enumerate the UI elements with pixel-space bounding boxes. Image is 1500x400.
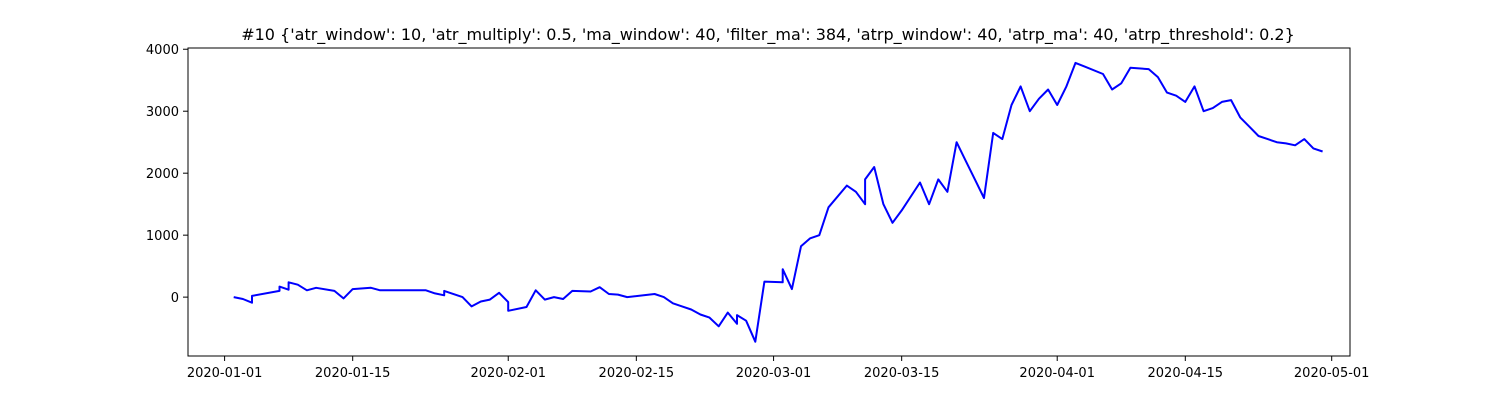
x-tick-label: 2020-03-15 — [864, 366, 940, 381]
y-tick-label: 4000 — [146, 43, 179, 58]
x-tick-label: 2020-02-01 — [470, 366, 546, 381]
x-tick-label: 2020-03-01 — [736, 366, 812, 381]
chart-title: #10 {'atr_window': 10, 'atr_multiply': 0… — [241, 25, 1295, 45]
x-tick-label: 2020-05-01 — [1294, 366, 1370, 381]
y-tick-label: 0 — [171, 291, 179, 306]
y-tick-label: 1000 — [146, 229, 179, 244]
axes: 2020-01-01 2020-01-15 2020-02-01 2020-02-15… — [146, 43, 1370, 381]
y-tick-label: 2000 — [146, 167, 179, 182]
x-tick-label: 2020-04-01 — [1019, 366, 1095, 381]
plot-frame — [187, 47, 1351, 357]
x-tick-label: 2020-02-15 — [599, 366, 675, 381]
x-tick-label: 2020-01-15 — [315, 366, 391, 381]
x-tick-label: 2020-04-15 — [1148, 366, 1224, 381]
y-tick-label: 3000 — [146, 105, 179, 120]
series-line — [233, 61, 1323, 343]
x-tick-label: 2020-01-01 — [187, 366, 263, 381]
